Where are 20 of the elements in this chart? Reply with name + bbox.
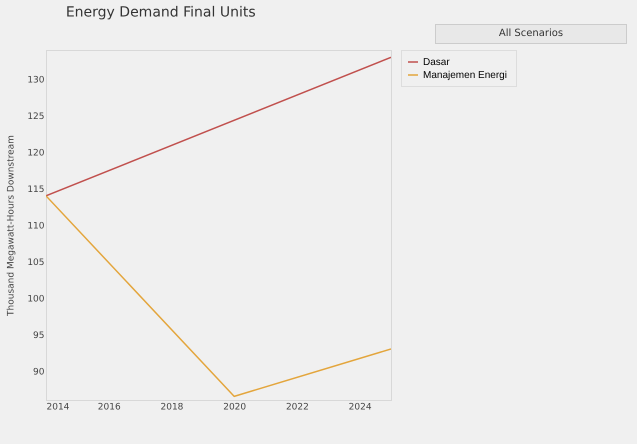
y-tick-label: 130 [27,76,45,86]
legend-label: Manajemen Energi [423,70,507,81]
x-tick-label: 2022 [286,402,309,412]
y-tick-label: 90 [33,367,45,378]
y-tick-label: 125 [27,112,44,122]
y-tick-label: 110 [27,222,45,232]
y-tick-label: 100 [27,294,45,304]
y-tick-label: 105 [27,258,44,268]
x-tick-label: 2024 [348,402,372,412]
x-tick-label: 2018 [160,402,184,412]
y-axis-title: Thousand Megawatt-Hours Downstream [6,135,16,317]
x-tick-label: 2016 [98,402,121,412]
x-tick-label: 2014 [46,402,70,412]
text: All Scenarios [435,24,627,44]
y-tick-label: 95 [33,330,44,341]
y-tick-label: 115 [27,185,44,196]
y-tick-label: 120 [27,148,45,159]
chart-title: Energy Demand Final Units [66,4,256,20]
x-tick-label: 2020 [223,402,246,412]
legend-label: Dasar [423,57,450,68]
